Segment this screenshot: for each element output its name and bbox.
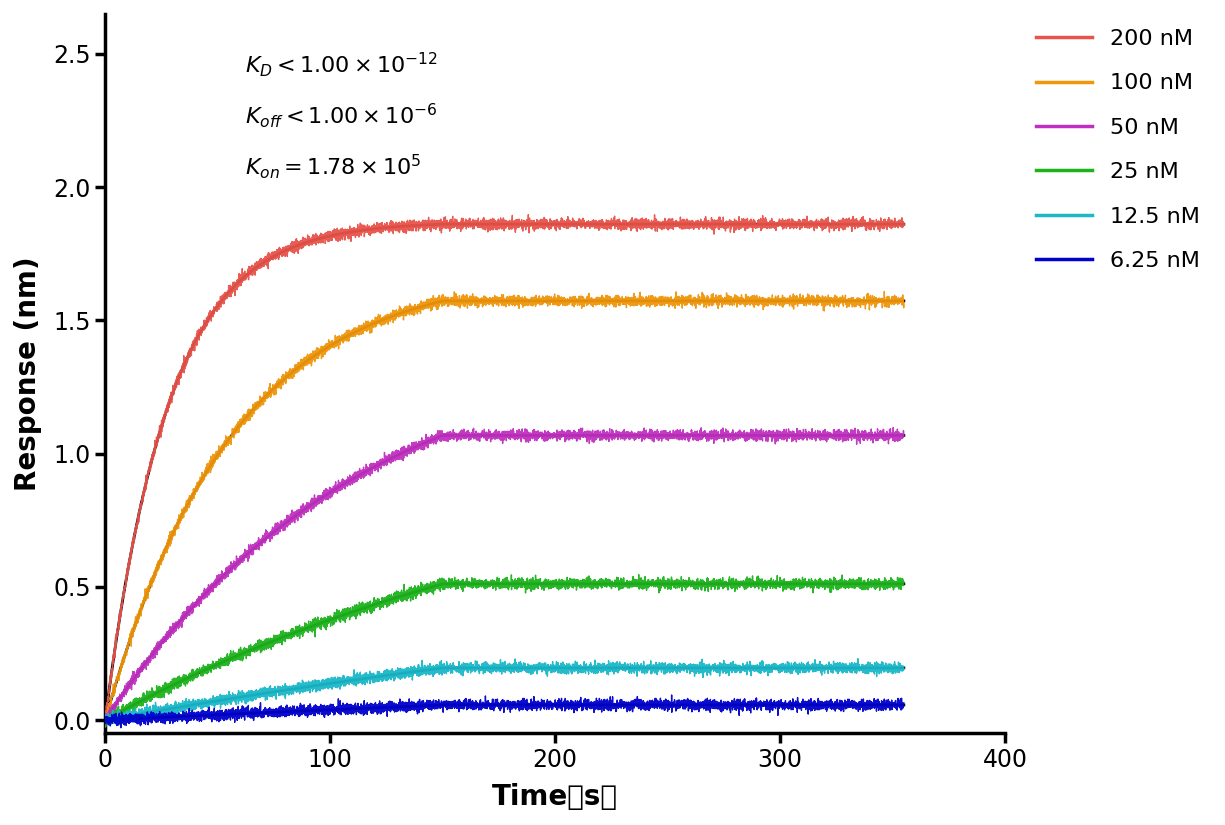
- Text: $K_D<1.00\times10^{-12}$
$K_{off}<1.00\times10^{-6}$
$K_{on}=1.78\times10^{5}$: $K_D<1.00\times10^{-12}$ $K_{off}<1.00\t…: [245, 50, 437, 181]
- Y-axis label: Response (nm): Response (nm): [13, 257, 42, 491]
- X-axis label: Time（s）: Time（s）: [492, 783, 619, 811]
- Legend: 200 nM, 100 nM, 50 nM, 25 nM, 12.5 nM, 6.25 nM: 200 nM, 100 nM, 50 nM, 25 nM, 12.5 nM, 6…: [1025, 18, 1210, 282]
